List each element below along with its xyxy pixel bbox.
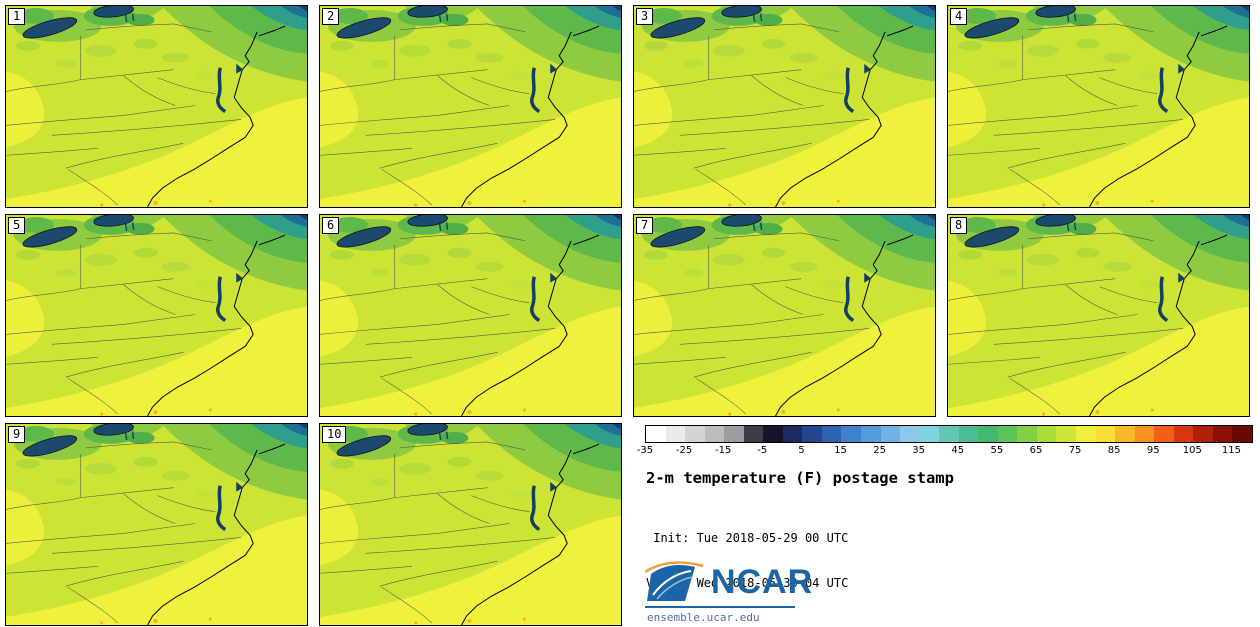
colorbar-tick-label: -35 (636, 445, 654, 456)
panel-number: 4 (950, 8, 968, 25)
colorbar-segment (743, 426, 764, 442)
temperature-map (634, 215, 935, 416)
colorbar-tick-label: 55 (990, 445, 1004, 456)
colorbar-segment (1115, 426, 1135, 442)
colorbar-segment (802, 426, 822, 442)
colorbar-tick-label: 75 (1068, 445, 1082, 456)
map-panel-5: 5 (5, 214, 308, 417)
init-valid-times: Init: Tue 2018-05-29 00 UTC Valid: Wed 2… (646, 501, 848, 621)
colorbar-tick-label: 115 (1221, 445, 1241, 456)
temperature-map (634, 6, 935, 207)
colorbar-tick-label: -25 (675, 445, 693, 456)
panel-number: 10 (322, 426, 347, 443)
temperature-map (320, 215, 621, 416)
temperature-map (948, 6, 1249, 207)
panel-number: 2 (322, 8, 340, 25)
temperature-map (6, 215, 307, 416)
panel-number: 7 (636, 217, 654, 234)
colorbar-segment (821, 426, 842, 442)
colorbar-tick-label: 15 (834, 445, 847, 456)
panel-number: 9 (8, 426, 26, 443)
map-panel-6: 6 (319, 214, 622, 417)
colorbar-tick-label: 65 (1029, 445, 1043, 456)
colorbar-segment (1193, 426, 1213, 442)
colorbar-segment (939, 426, 959, 442)
colorbar-ticks: -35 -25 -15 -5 5 15 25 35 45 55 65 75 85 95 105 115 (637, 445, 1251, 457)
colorbar-segment (1173, 426, 1194, 442)
panel-number: 5 (8, 217, 26, 234)
ncar-logo-text: NCAR (711, 562, 814, 601)
colorbar-tick-label: 35 (912, 445, 926, 456)
colorbar (645, 425, 1253, 443)
temperature-map (320, 424, 621, 625)
figure-title: 2-m temperature (F) postage stamp (646, 469, 954, 487)
colorbar-segment (900, 426, 920, 442)
panel-number: 3 (636, 8, 654, 25)
ncar-logo: NCAR (645, 561, 813, 603)
colorbar-segment (861, 426, 881, 442)
colorbar-segment (646, 426, 666, 442)
colorbar-tick-label: -15 (715, 445, 732, 456)
colorbar-segment (919, 426, 940, 442)
logo-divider (645, 606, 795, 608)
colorbar-tick-label: -5 (757, 445, 768, 456)
colorbar-tick-label: 95 (1146, 445, 1160, 456)
map-panel-7: 7 (633, 214, 936, 417)
colorbar-segment (880, 426, 901, 442)
map-panel-10: 10 (319, 423, 622, 626)
colorbar-segment (978, 426, 998, 442)
map-panel-8: 8 (947, 214, 1250, 417)
map-panel-4: 4 (947, 5, 1250, 208)
colorbar-segment (724, 426, 744, 442)
legend-info-block: -35 -25 -15 -5 5 15 25 35 45 55 65 75 85 95 105 115 2-m… (637, 423, 1257, 627)
colorbar-tick-label: 45 (951, 445, 965, 456)
map-panel-9: 9 (5, 423, 308, 626)
colorbar-segment (1056, 426, 1077, 442)
temperature-map (6, 6, 307, 207)
colorbar-segment (1232, 426, 1252, 442)
colorbar-tick-label: 5 (798, 445, 805, 456)
map-panel-1: 1 (5, 5, 308, 208)
colorbar-segment (1076, 426, 1096, 442)
colorbar-segment (704, 426, 725, 442)
colorbar-segment (841, 426, 862, 442)
map-panel-3: 3 (633, 5, 936, 208)
panel-number: 6 (322, 217, 340, 234)
colorbar-tick-label: 25 (873, 445, 886, 456)
colorbar-segment (1017, 426, 1037, 442)
colorbar-segment (1036, 426, 1057, 442)
map-panel-2: 2 (319, 5, 622, 208)
colorbar-segment (665, 426, 686, 442)
colorbar-segment (1212, 426, 1233, 442)
colorbar-segment (1154, 426, 1174, 442)
panel-number: 1 (8, 8, 26, 25)
colorbar-tick-label: 85 (1107, 445, 1121, 456)
colorbar-segment (958, 426, 979, 442)
temperature-map (320, 6, 621, 207)
colorbar-segment (997, 426, 1018, 442)
colorbar-segment (782, 426, 803, 442)
colorbar-tick-label: 105 (1182, 445, 1202, 456)
colorbar-segment (763, 426, 783, 442)
colorbar-segment (1095, 426, 1116, 442)
ncar-logo-icon (645, 561, 704, 601)
temperature-map (948, 215, 1249, 416)
init-time: Init: Tue 2018-05-29 00 UTC (646, 531, 849, 545)
colorbar-segment (1134, 426, 1155, 442)
colorbar-segment (685, 426, 705, 442)
temperature-map (6, 424, 307, 625)
panel-number: 8 (950, 217, 968, 234)
site-url: ensemble.ucar.edu (647, 611, 760, 624)
